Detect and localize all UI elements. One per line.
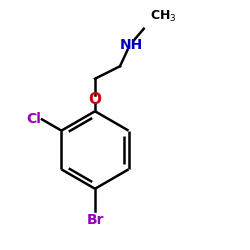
Text: NH: NH (120, 38, 143, 52)
Text: O: O (88, 92, 102, 108)
Text: Br: Br (86, 212, 104, 226)
Text: Cl: Cl (26, 112, 41, 126)
Text: CH$_3$: CH$_3$ (150, 9, 177, 24)
